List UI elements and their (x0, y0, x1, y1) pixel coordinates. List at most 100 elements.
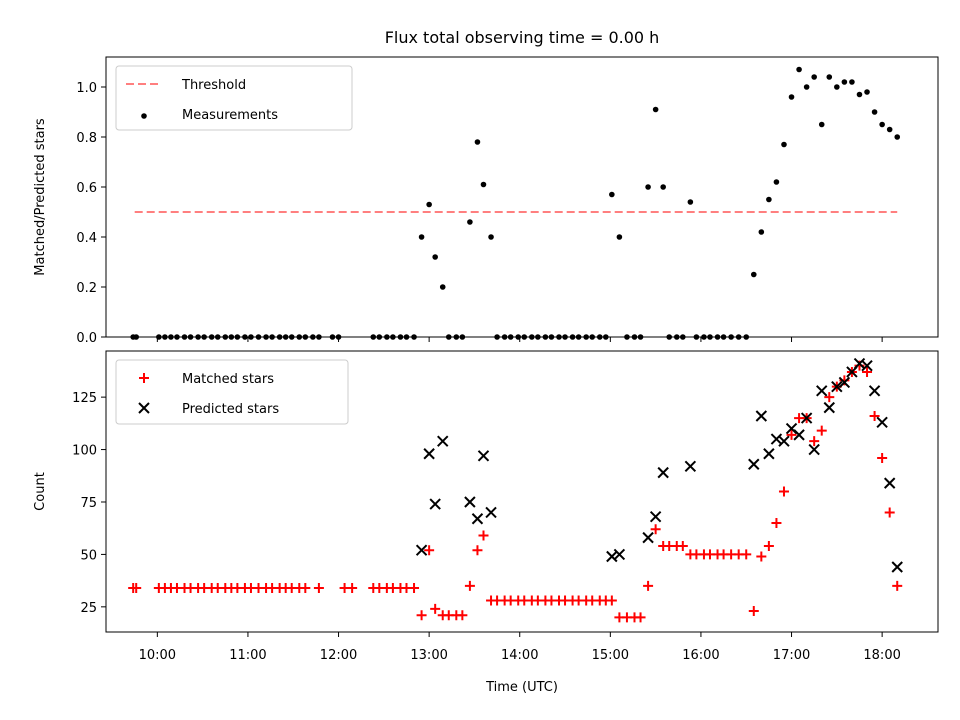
measurement-point (201, 334, 207, 340)
y-tick-label: 50 (80, 548, 97, 563)
y-axis-label: Count (33, 472, 48, 511)
matched-star-point (892, 580, 903, 591)
measurement-point (296, 334, 303, 340)
matched-star-point (430, 603, 441, 614)
measurement-point (432, 254, 438, 260)
matched-star-point (771, 517, 782, 528)
measurement-point (459, 334, 466, 340)
measurement-point (403, 334, 410, 340)
measurement-point (453, 334, 460, 340)
measurement-point (796, 66, 802, 73)
measurement-point (310, 334, 316, 340)
legend-entry-label: Threshold (181, 78, 246, 93)
measurement-point (562, 334, 568, 340)
legend-box (115, 65, 353, 131)
measurement-point (467, 219, 473, 225)
measurement-point (735, 334, 742, 340)
predicted-star-point (485, 506, 497, 519)
matched-star-point (741, 549, 752, 560)
legend-matched-swatch (139, 373, 149, 383)
measurement-point (426, 201, 432, 208)
predicted-star-point (808, 443, 820, 456)
matched-star-point (472, 545, 483, 556)
top-panel: 0.0 0.2 0.4 0.6 0.8 1.0 Matched/Predicted star… (33, 56, 939, 346)
matched-star-point (824, 392, 835, 403)
x-tick-label: 15:00 (592, 648, 629, 663)
measurement-point (652, 106, 659, 113)
measurement-point (728, 334, 734, 340)
measurement-point (162, 334, 168, 340)
measurement-point (637, 334, 644, 340)
matched-star-point (300, 582, 311, 593)
measurement-point (624, 334, 630, 340)
matched-star-point (313, 582, 324, 593)
measurement-point (631, 334, 638, 340)
measurement-point (187, 334, 194, 340)
matched-star-point (409, 582, 420, 593)
measurement-point (714, 334, 721, 340)
predicted-star-point (649, 510, 662, 523)
matched-star-point (884, 507, 895, 518)
x-tick-label: 13:00 (410, 648, 447, 663)
measurement-point (758, 229, 765, 235)
measurement-point (596, 334, 603, 340)
measurement-point (255, 334, 262, 340)
matched-star-point (809, 436, 820, 447)
measurement-point (680, 334, 686, 340)
measurement-point (849, 79, 855, 85)
measurement-point (781, 141, 787, 148)
matched-star-point (635, 612, 646, 623)
measurement-point (208, 334, 215, 340)
measurement-point (276, 334, 283, 340)
measurement-point (583, 334, 589, 340)
x-tick-label: 17:00 (773, 648, 810, 663)
measurement-point (603, 334, 609, 340)
matched-star-point (869, 411, 880, 422)
legend-measurements-swatch (141, 113, 147, 119)
measurement-point (818, 121, 825, 128)
y-tick-label: 0.0 (76, 331, 97, 346)
predicted-star-point (657, 466, 669, 479)
matched-star-point (877, 452, 888, 463)
measurement-point (397, 334, 404, 340)
y-axis-label: Matched/Predicted stars (33, 118, 48, 276)
measurement-point (542, 334, 549, 340)
measurement-point (766, 196, 772, 203)
predicted-star-point (861, 359, 873, 372)
legend-entry-label: Predicted stars (182, 402, 279, 417)
measurement-point (569, 334, 576, 340)
matched-star-point (756, 551, 767, 562)
measurement-point (521, 334, 528, 340)
y-tick-label: 1.0 (76, 81, 97, 96)
measurement-point (811, 74, 817, 80)
measurement-point (515, 334, 522, 340)
measurement-point (439, 284, 446, 290)
predicted-star-point (823, 401, 835, 414)
measurement-point (589, 334, 596, 340)
predicted-star-point (816, 385, 828, 397)
measurement-point (609, 191, 615, 198)
measurement-point (480, 181, 487, 188)
predicted-star-point (755, 410, 768, 422)
matched-star-point (464, 580, 475, 591)
measurement-point (390, 334, 396, 340)
measurement-point (687, 199, 694, 205)
predicted-star-point (800, 412, 813, 424)
matched-star-point (650, 524, 661, 535)
measurement-point (474, 139, 481, 145)
measurement-point (864, 89, 870, 95)
measurement-point (701, 334, 707, 340)
legend-box (115, 359, 349, 425)
y-tick-label: 0.6 (76, 181, 97, 196)
measurement-point (616, 234, 623, 240)
matched-star-point (677, 541, 688, 552)
y-tick-label: 125 (72, 391, 97, 406)
measurement-point (370, 334, 377, 340)
y-tick-label: 0.8 (76, 131, 97, 146)
x-tick-label: 10:00 (139, 648, 176, 663)
matched-star-point (786, 429, 797, 440)
y-tick-label: 25 (80, 601, 97, 616)
measurement-point (329, 334, 336, 340)
measurement-point (282, 334, 289, 340)
